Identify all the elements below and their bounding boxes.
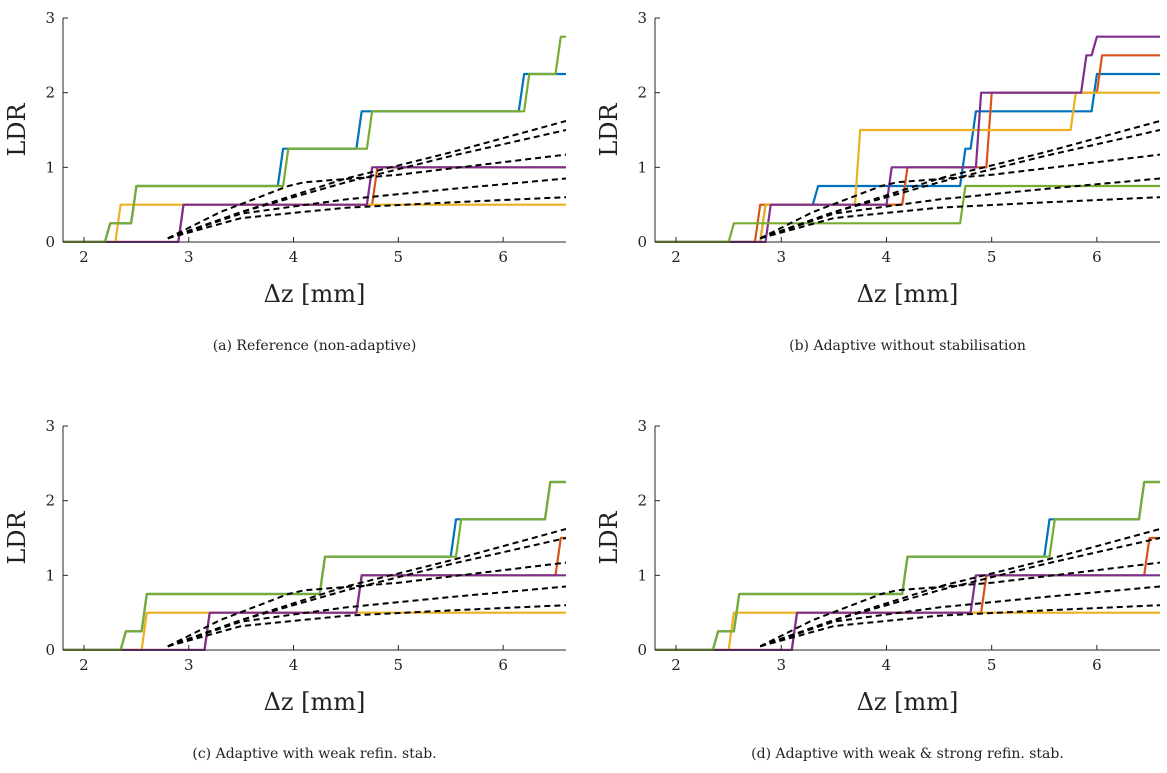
dashed-series-line-7 <box>167 120 566 240</box>
chart-panel-3: 0 1 2 3 2 3 4 5 6 LDR Δz [mm] (d) Adaptive with wea… <box>595 417 1160 762</box>
x-axis-label: Δz [mm] <box>264 688 366 716</box>
x-tick-label: 6 <box>498 656 508 674</box>
series-group <box>63 480 566 651</box>
x-tick-label: 3 <box>184 656 194 674</box>
dashed-series-line-9 <box>167 196 566 240</box>
y-tick-label: 0 <box>45 233 55 251</box>
dashed-series-line-9 <box>759 604 1160 648</box>
y-tick-label: 1 <box>637 566 647 584</box>
x-tick-label: 2 <box>79 656 89 674</box>
series-line-4 <box>655 480 1160 651</box>
x-tick-label: 3 <box>184 248 194 266</box>
chart-panel-2: 0 1 2 3 2 3 4 5 6 LDR Δz [mm] (c) Adaptive with wea… <box>3 417 566 762</box>
dashed-series-line-5 <box>167 153 566 240</box>
x-tick-label: 3 <box>776 248 786 266</box>
y-tick-label: 0 <box>637 233 647 251</box>
panel-caption: (c) Adaptive with weak refin. stab. <box>192 746 436 762</box>
x-tick-label: 5 <box>987 656 997 674</box>
x-tick-label: 4 <box>882 248 892 266</box>
series-line-0 <box>63 480 566 651</box>
dashed-series-line-9 <box>759 196 1160 240</box>
x-tick-label: 5 <box>394 656 404 674</box>
series-line-0 <box>655 480 1160 651</box>
chart-panel-0: 0 1 2 3 2 3 4 5 6 LDR Δz [mm] (a) Reference (non-ad… <box>3 9 566 354</box>
series-line-0 <box>63 72 566 243</box>
x-tick-label: 3 <box>776 656 786 674</box>
y-tick-label: 3 <box>45 9 55 27</box>
y-tick-label: 0 <box>637 641 647 659</box>
y-tick-label: 1 <box>637 158 647 176</box>
y-tick-label: 1 <box>45 566 55 584</box>
y-tick-label: 2 <box>45 492 55 510</box>
panel-caption: (a) Reference (non-adaptive) <box>213 338 417 354</box>
dashed-series-line-5 <box>759 153 1160 240</box>
x-axis-label: Δz [mm] <box>264 280 366 308</box>
y-axis-label: LDR <box>595 102 623 156</box>
series-group <box>63 35 566 243</box>
dashed-series-line-8 <box>167 177 566 240</box>
y-tick-label: 3 <box>637 9 647 27</box>
x-tick-label: 6 <box>1092 656 1102 674</box>
y-axis-label: LDR <box>3 510 31 564</box>
series-line-2 <box>655 91 1160 243</box>
series-line-0 <box>655 72 1160 243</box>
dashed-series-line-7 <box>167 528 566 648</box>
y-axis-label: LDR <box>595 510 623 564</box>
dashed-series-line-5 <box>167 561 566 648</box>
x-tick-label: 4 <box>289 248 299 266</box>
x-axis-label: Δz [mm] <box>857 688 959 716</box>
panel-caption: (d) Adaptive with weak & strong refin. s… <box>751 746 1064 762</box>
dashed-series-line-8 <box>167 585 566 648</box>
dashed-series-line-8 <box>759 585 1160 648</box>
series-group <box>655 480 1160 651</box>
x-tick-label: 4 <box>289 656 299 674</box>
series-line-2 <box>63 203 566 243</box>
x-tick-label: 2 <box>79 248 89 266</box>
y-tick-label: 0 <box>45 641 55 659</box>
x-tick-label: 6 <box>1092 248 1102 266</box>
x-tick-label: 6 <box>498 248 508 266</box>
dashed-series-line-9 <box>167 604 566 648</box>
y-axis-label: LDR <box>3 102 31 156</box>
y-tick-label: 2 <box>637 84 647 102</box>
dashed-series-line-8 <box>759 177 1160 240</box>
x-tick-label: 4 <box>882 656 892 674</box>
y-tick-label: 1 <box>45 158 55 176</box>
chart-panel-1: 0 1 2 3 2 3 4 5 6 LDR Δz [mm] (b) Adaptive without … <box>595 9 1160 354</box>
x-tick-label: 5 <box>987 248 997 266</box>
series-group <box>655 35 1160 243</box>
panel-caption: (b) Adaptive without stabilisation <box>789 338 1026 354</box>
dashed-series-line-7 <box>759 528 1160 648</box>
series-line-3 <box>655 35 1160 243</box>
series-line-1 <box>655 54 1160 243</box>
x-tick-label: 2 <box>671 248 681 266</box>
series-line-4 <box>63 35 566 243</box>
series-line-4 <box>655 184 1160 243</box>
series-line-4 <box>63 480 566 651</box>
y-tick-label: 2 <box>637 492 647 510</box>
x-tick-label: 5 <box>394 248 404 266</box>
y-tick-label: 3 <box>637 417 647 435</box>
x-tick-label: 2 <box>671 656 681 674</box>
y-tick-label: 3 <box>45 417 55 435</box>
x-axis-label: Δz [mm] <box>857 280 959 308</box>
dashed-series-line-5 <box>759 561 1160 648</box>
y-tick-label: 2 <box>45 84 55 102</box>
